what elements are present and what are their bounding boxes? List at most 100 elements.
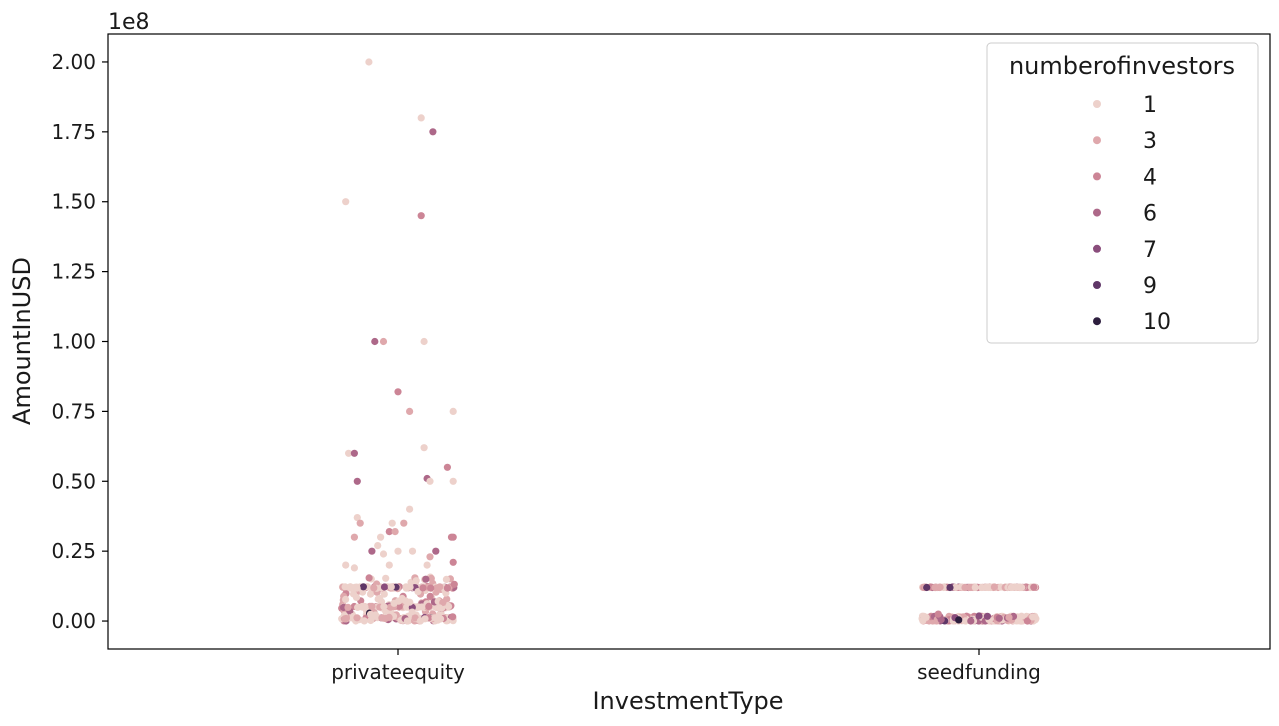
legend-label-10: 10 — [1143, 310, 1171, 335]
data-point — [403, 617, 411, 625]
data-point — [400, 519, 408, 527]
data-point — [390, 599, 398, 607]
x-axis-label: InvestmentType — [592, 687, 783, 715]
data-point — [426, 553, 434, 561]
data-point — [975, 612, 983, 620]
data-point — [380, 590, 388, 598]
data-point — [1023, 617, 1031, 625]
data-point — [995, 614, 1003, 622]
legend-label-3: 3 — [1143, 129, 1157, 154]
data-point — [955, 616, 963, 624]
legend-entries: 1 3 4 6 7 9 10 — [1093, 93, 1171, 335]
data-point — [412, 577, 420, 585]
data-point — [417, 114, 425, 122]
data-point — [442, 575, 450, 584]
data-point — [946, 583, 954, 592]
data-point — [388, 519, 396, 527]
data-point — [425, 602, 433, 611]
data-point — [387, 583, 395, 591]
legend-label-9: 9 — [1143, 274, 1157, 299]
y-tick-label: 1.25 — [51, 260, 96, 284]
data-point — [450, 580, 458, 588]
data-point — [443, 584, 451, 592]
data-point — [406, 407, 414, 415]
data-point — [967, 617, 975, 625]
data-point — [353, 514, 361, 522]
data-point — [414, 588, 422, 596]
data-point — [374, 542, 382, 550]
legend-marker-1 — [1093, 100, 1101, 108]
legend-marker-3 — [1093, 136, 1101, 145]
data-point — [379, 337, 388, 346]
y-tick-label: 0.00 — [51, 609, 96, 633]
x-axis: privateequity seedfunding — [331, 649, 1041, 684]
data-point — [367, 616, 375, 625]
data-point — [433, 584, 441, 592]
data-point — [360, 617, 368, 625]
data-point — [447, 533, 456, 541]
data-point — [449, 558, 457, 566]
data-point — [419, 584, 427, 592]
legend-marker-4 — [1093, 172, 1101, 181]
y-tick-label: 2.00 — [51, 50, 96, 74]
legend-box — [986, 42, 1259, 344]
points-layer — [338, 58, 1040, 625]
legend-marker-10 — [1093, 317, 1101, 326]
data-point — [385, 528, 393, 536]
data-point — [420, 337, 428, 346]
data-point — [961, 617, 970, 625]
data-point — [366, 610, 375, 618]
y-tick-label: 1.75 — [51, 120, 96, 144]
data-point — [346, 583, 354, 591]
y-tick-label: 0.75 — [51, 399, 96, 423]
data-point — [379, 550, 388, 558]
data-point — [377, 533, 385, 541]
data-point — [429, 128, 437, 136]
data-point — [350, 449, 358, 457]
data-point — [394, 388, 402, 396]
legend-label-6: 6 — [1143, 202, 1157, 227]
data-point — [961, 583, 969, 592]
y-tick-label: 1.50 — [51, 190, 96, 214]
data-point — [408, 608, 416, 616]
legend-marker-7 — [1093, 244, 1101, 253]
data-point — [422, 575, 430, 583]
data-point — [971, 583, 979, 592]
data-point — [371, 337, 379, 346]
data-point — [432, 547, 440, 555]
data-point — [931, 583, 939, 592]
data-point — [356, 519, 364, 527]
x-tick-label-privateequity: privateequity — [331, 660, 465, 684]
y-tick-label: 1.00 — [51, 330, 96, 354]
legend-marker-6 — [1093, 208, 1101, 217]
data-point — [439, 598, 447, 607]
data-point — [380, 603, 388, 611]
data-point — [982, 583, 991, 592]
legend-label-4: 4 — [1143, 165, 1157, 190]
data-point — [344, 603, 352, 612]
data-point — [1005, 613, 1013, 622]
data-point — [416, 617, 424, 625]
data-point — [1007, 583, 1016, 592]
data-point — [417, 212, 425, 220]
data-point — [990, 583, 999, 591]
data-point — [406, 583, 414, 591]
data-point — [426, 592, 434, 601]
data-point — [342, 561, 350, 569]
legend: numberofinvestors 1 3 4 6 7 9 10 — [986, 42, 1259, 344]
data-point — [365, 58, 373, 66]
data-point — [365, 574, 373, 582]
data-point — [402, 597, 410, 605]
data-point — [445, 602, 453, 611]
data-point — [1015, 583, 1024, 591]
data-point — [345, 449, 353, 457]
y-tick-label: 0.50 — [51, 469, 96, 493]
data-point — [936, 583, 944, 591]
data-point — [437, 615, 445, 623]
data-point — [385, 561, 393, 569]
data-point — [951, 583, 960, 591]
data-point — [435, 604, 443, 612]
y-axis: 0.00 0.25 0.50 0.75 1.00 1.25 1.50 1.75 2.00 — [51, 50, 108, 633]
data-point — [449, 407, 457, 415]
